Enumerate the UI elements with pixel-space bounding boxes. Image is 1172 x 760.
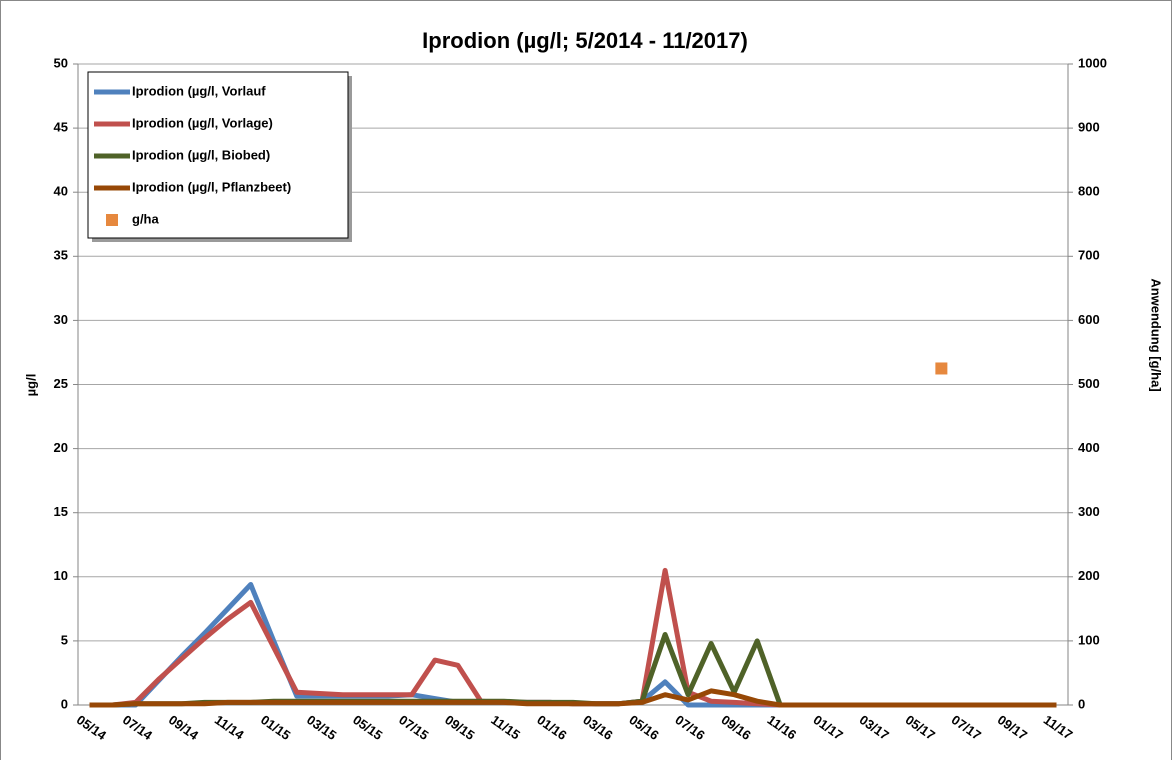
y-tick-label: 30 [54,312,68,327]
y-tick-label: 15 [54,504,68,519]
y2-tick-label: 900 [1078,120,1100,135]
y-tick-label: 35 [54,248,68,263]
scatter-point [935,362,948,375]
y2-tick-label: 500 [1078,376,1100,391]
legend-box [87,71,349,239]
y-tick-label: 40 [54,184,68,199]
y2-axis-label: Anwendung [g/ha] [1149,278,1164,391]
legend-label: Iprodion (µg/l, Pflanzbeet) [132,179,291,194]
legend-marker [106,214,118,226]
legend-label: Iprodion (µg/l, Biobed) [132,147,270,162]
legend-label: g/ha [132,211,159,226]
y-tick-label: 20 [54,440,68,455]
y2-tick-label: 1000 [1078,55,1107,70]
y2-tick-label: 700 [1078,248,1100,263]
y-tick-label: 0 [61,696,68,711]
y2-tick-label: 100 [1078,632,1100,647]
y2-tick-label: 400 [1078,440,1100,455]
y-tick-label: 25 [54,376,68,391]
chart-title: Iprodion (µg/l; 5/2014 - 11/2017) [422,28,748,53]
y-tick-label: 45 [54,120,68,135]
legend-label: Iprodion (µg/l, Vorlauf [132,83,266,98]
y2-tick-label: 0 [1078,696,1085,711]
y2-tick-label: 200 [1078,568,1100,583]
y2-tick-label: 600 [1078,312,1100,327]
y-tick-label: 50 [54,55,68,70]
y-tick-label: 5 [61,632,68,647]
y-tick-label: 10 [54,568,68,583]
legend: Iprodion (µg/l, Vorlauf Iprodion (µg/l, V… [87,71,352,242]
series-line [89,688,1057,708]
y2-tick-label: 800 [1078,184,1100,199]
legend-label: Iprodion (µg/l, Vorlage) [132,115,273,130]
y2-tick-label: 300 [1078,504,1100,519]
y-axis-label: µg/l [23,374,38,397]
